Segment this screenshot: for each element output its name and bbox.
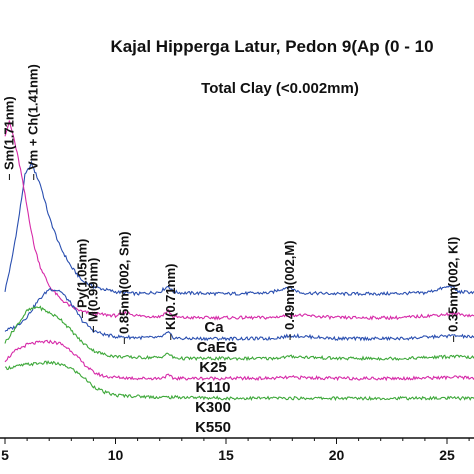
series-line-ca xyxy=(4,160,474,297)
series-layer xyxy=(4,120,474,402)
series-label: K25 xyxy=(199,359,227,376)
annotation-label: Sm(1.71nm) xyxy=(1,96,16,170)
annotation-label: Vm + Ch(1.41nm) xyxy=(26,64,41,170)
annotation-label: 0.49nm(002,M) xyxy=(282,240,297,330)
chart-subtitle: Total Clay (<0.002mm) xyxy=(201,80,359,97)
series-line-k300 xyxy=(4,339,474,382)
annotation-label: M(0.99nm) xyxy=(85,258,100,322)
series-label: Ca xyxy=(204,319,224,336)
x-tick-label: 5 xyxy=(1,447,9,463)
annotation-label: Kl(0.71nm) xyxy=(163,264,178,330)
annotation-label: Py(1.05nm) xyxy=(74,239,89,308)
x-tick-label: 20 xyxy=(329,447,345,463)
x-tick-label: 15 xyxy=(218,447,234,463)
x-axis: 5 10 15 20 25 xyxy=(0,437,474,463)
annotation-layer: Sm(1.71nm) Vm + Ch(1.41nm) Py(1.05nm)M(0.9… xyxy=(1,64,461,344)
series-label: K110 xyxy=(195,379,230,396)
series-line-k550 xyxy=(4,360,474,402)
series-label: CaEG xyxy=(197,339,238,356)
series-label-layer: Ca CaEG K25 K110 K300 K550 xyxy=(195,319,237,436)
series-line-k25 xyxy=(4,287,474,342)
series-label: K550 xyxy=(195,419,231,436)
series-label: K300 xyxy=(195,399,231,416)
annotation-label: 0.35nm(002, Kl) xyxy=(446,237,461,332)
chart-title: Kajal Hipperga Latur, Pedon 9(Ap (0 - 10 xyxy=(110,37,433,56)
series-line-k110 xyxy=(4,305,474,362)
series-line-caeg xyxy=(4,120,474,321)
annotation-label: 0.85nm(002, Sm) xyxy=(116,231,131,334)
x-tick-label: 10 xyxy=(108,447,124,463)
x-tick-label: 25 xyxy=(439,447,455,463)
